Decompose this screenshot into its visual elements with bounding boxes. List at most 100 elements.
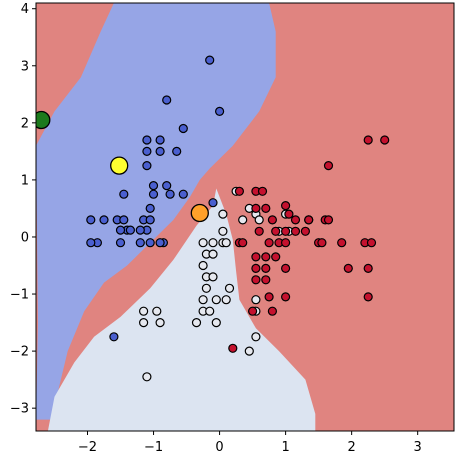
blue-point — [86, 238, 96, 248]
red-point — [323, 215, 334, 225]
light-point — [139, 306, 149, 316]
red-point — [363, 135, 373, 145]
y-tick-label: −1 — [10, 288, 29, 303]
red-point — [271, 226, 281, 236]
blue-point — [109, 332, 119, 342]
blue-point — [119, 215, 129, 225]
blue-point — [142, 161, 152, 171]
blue-point — [155, 135, 165, 145]
red-point — [281, 226, 291, 236]
plot-frame — [35, 2, 455, 432]
x-tick-label: −2 — [78, 440, 97, 455]
light-point — [244, 346, 254, 356]
red-point — [251, 275, 261, 285]
blue-point — [86, 215, 96, 225]
blue-point — [205, 55, 215, 65]
red-point — [271, 252, 281, 262]
y-axis: −3 −2 −1 0 1 2 3 4 — [10, 2, 36, 417]
y-tick-label: 0 — [21, 230, 29, 245]
blue-point — [148, 181, 159, 191]
light-point — [208, 249, 218, 259]
x-axis: −2 −1 0 1 2 3 — [78, 431, 422, 455]
light-point — [152, 306, 162, 316]
red-point — [290, 226, 301, 236]
blue-point — [145, 215, 155, 225]
red-point — [264, 292, 274, 302]
red-point — [261, 275, 271, 285]
red-point — [267, 306, 277, 316]
blue-point — [215, 106, 225, 117]
red-point — [261, 263, 271, 273]
blue-point — [145, 238, 155, 248]
blue-point — [135, 225, 145, 235]
blue-point — [135, 238, 145, 248]
blue-point — [125, 225, 135, 235]
red-point — [337, 238, 347, 248]
light-point — [221, 238, 231, 248]
blue-point — [178, 189, 188, 199]
blue-point — [155, 238, 165, 248]
light-decision-region — [47, 188, 316, 431]
light-point — [251, 332, 261, 342]
light-point — [191, 318, 202, 328]
light-point — [238, 215, 248, 225]
highlighted-point — [110, 156, 129, 175]
red-point — [281, 201, 291, 211]
x-tick-label: 1 — [281, 440, 289, 455]
light-point — [211, 318, 221, 328]
blue-point — [142, 146, 152, 156]
light-point — [201, 283, 211, 293]
light-point — [218, 226, 228, 236]
light-point — [198, 238, 208, 248]
light-point — [254, 215, 264, 225]
light-point — [221, 295, 231, 305]
light-point — [139, 318, 149, 328]
light-point — [211, 295, 221, 305]
blue-point — [165, 189, 175, 199]
red-point — [228, 343, 238, 353]
y-tick-label: 2 — [21, 116, 29, 131]
blue-point — [178, 123, 188, 134]
plot-area — [36, 3, 454, 431]
red-point — [380, 135, 390, 145]
red-point — [363, 263, 373, 273]
light-point — [142, 372, 152, 382]
red-point — [317, 238, 327, 248]
light-point — [198, 295, 208, 305]
blue-point — [162, 95, 172, 105]
red-point — [251, 263, 261, 273]
red-point — [323, 161, 334, 171]
highlighted-points — [36, 110, 209, 223]
y-tick-label: −3 — [10, 402, 29, 417]
light-point — [224, 283, 235, 293]
blue-decision-region — [36, 3, 276, 420]
red-point — [304, 215, 314, 225]
blue-point — [148, 189, 159, 199]
red-point — [267, 215, 277, 225]
red-point — [281, 292, 291, 302]
blue-point — [155, 146, 165, 156]
red-point — [300, 226, 310, 236]
light-point — [251, 295, 261, 305]
light-point — [218, 209, 228, 219]
blue-point — [142, 135, 152, 145]
red-point — [290, 215, 301, 225]
blue-point — [208, 198, 218, 208]
red-point — [234, 186, 244, 196]
y-tick-label: −2 — [10, 345, 29, 360]
highlighted-point — [190, 203, 209, 223]
red-point — [366, 238, 377, 248]
light-point — [208, 272, 218, 282]
red-point — [261, 203, 271, 213]
y-tick-label: 4 — [21, 2, 29, 17]
red-point — [281, 263, 291, 273]
blue-point — [162, 181, 172, 191]
blue-point — [145, 203, 155, 213]
light-point — [155, 318, 165, 328]
red-point — [284, 209, 294, 219]
y-tick-label: 3 — [21, 59, 29, 74]
blue-point — [172, 146, 182, 156]
red-point — [238, 238, 248, 248]
red-point — [281, 238, 291, 248]
